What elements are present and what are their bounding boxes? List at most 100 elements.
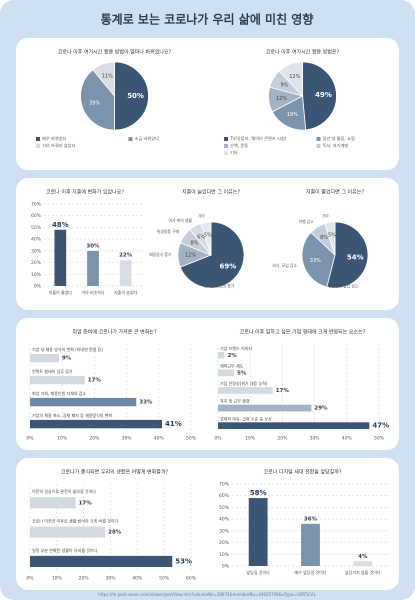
pie-slice xyxy=(92,61,115,98)
y-tick-label: 50% xyxy=(219,505,230,511)
source-url: https://m.post.naver.com/viewer/postView… xyxy=(98,592,317,597)
chart-title: 코로나 디지털 세대 전환을 앞당길까? xyxy=(263,469,341,476)
y-tick-label: 70% xyxy=(31,202,42,208)
bar xyxy=(30,397,137,407)
x-tick-label: 50% xyxy=(159,576,170,582)
bar-category-label: 기업의 채용 축소, 공채 폐지 등 채용방식의 변화 xyxy=(32,412,112,418)
bar-value-label: 4% xyxy=(358,554,368,560)
y-tick-label: 60% xyxy=(219,493,230,499)
x-tick-label: 거의 비슷하다 xyxy=(81,289,105,295)
bar xyxy=(218,387,273,394)
panel xyxy=(16,458,399,590)
bar-value-label: 17% xyxy=(88,378,102,384)
slice-value-label: 49% xyxy=(315,91,332,99)
bar xyxy=(218,351,225,359)
legend-swatch xyxy=(316,144,321,148)
x-tick-label: 0% xyxy=(26,436,34,442)
x-tick-label: 지출이 줄었다 xyxy=(49,289,73,295)
bar-value-label: 28% xyxy=(108,530,122,536)
y-tick-label: 30% xyxy=(219,528,230,534)
y-tick-label: 10% xyxy=(219,552,230,558)
panel xyxy=(16,318,399,450)
panel xyxy=(16,38,399,170)
slice-category-label: 여행 감소 xyxy=(299,219,315,224)
bar-value-label: 29% xyxy=(314,406,328,412)
pie-slice xyxy=(278,61,303,98)
bar-category-label: 복지 및 근무 환경 xyxy=(220,398,250,404)
slice-category-label: 기타 xyxy=(322,214,329,219)
chart-title: 코로나 이후 여가시간 활용 방법이 얼마나 바뀌었나요? xyxy=(58,49,172,56)
bar-value-label: 5% xyxy=(237,370,247,376)
x-tick-label: 10% xyxy=(57,436,68,442)
bar xyxy=(30,375,85,385)
legend-label: 기타 xyxy=(230,149,238,156)
bar-category-label: 언택트 형태의 업무 증가 xyxy=(32,368,73,374)
bar xyxy=(87,250,99,286)
legend-swatch xyxy=(36,137,40,141)
chart-title: 취업 준비에 코로나가 가져온 큰 변화는? xyxy=(72,329,157,336)
slice-value-label: 5% xyxy=(204,232,212,238)
slice-category-label: 기타 xyxy=(198,214,205,219)
y-tick-label: 70% xyxy=(219,482,230,488)
y-tick-label: 20% xyxy=(31,260,42,266)
slice-value-label: 5% xyxy=(328,232,336,238)
x-tick-label: 10% xyxy=(245,436,256,442)
bar xyxy=(30,497,76,509)
x-tick-label: 20% xyxy=(89,436,100,442)
bar-value-label: 9% xyxy=(62,356,72,362)
x-tick-label: 0% xyxy=(26,576,34,582)
x-tick-label: 40% xyxy=(132,576,143,582)
bar xyxy=(301,523,320,566)
bar-value-label: 33% xyxy=(139,400,153,406)
bar-category-label: 재택근무 제도 xyxy=(220,363,244,369)
bar-value-label: 47% xyxy=(372,422,389,430)
x-tick-label: 10% xyxy=(52,576,63,582)
bar-value-label: 17% xyxy=(79,500,93,506)
pie-slice xyxy=(302,61,337,131)
slice-value-label: 6% xyxy=(197,235,205,241)
x-tick-label: 매우 앞당길 것이다 xyxy=(295,569,327,575)
bar xyxy=(119,260,132,286)
slice-category-label: 배달음식 증가 xyxy=(149,252,172,257)
bar-value-label: 53% xyxy=(175,557,192,565)
pie-slice xyxy=(271,95,307,131)
slice-category-label: 유흥장소 출입 감소 xyxy=(328,283,359,288)
y-tick-label: 30% xyxy=(31,248,42,254)
pie-slice xyxy=(326,221,369,289)
slice-value-label: 69% xyxy=(220,263,237,271)
slice-value-label: 54% xyxy=(347,254,364,262)
x-tick-label: 50% xyxy=(374,436,385,442)
y-tick-label: 10% xyxy=(31,272,42,278)
pie-slice xyxy=(80,69,115,131)
legend-swatch xyxy=(128,137,133,141)
x-tick-label: 30% xyxy=(310,436,321,442)
slice-value-label: 11% xyxy=(102,74,113,80)
y-tick-label: 20% xyxy=(219,540,230,546)
legend-label: TV(유튜브, 웨어브 콘텐츠 시청) xyxy=(229,135,287,142)
legend-swatch xyxy=(224,151,228,155)
chart-title: 코로나 이후 지출에 변화가 있었나요? xyxy=(46,189,124,196)
x-tick-label: 60% xyxy=(186,576,197,582)
bar-value-label: 36% xyxy=(304,516,318,522)
legend-label: 산책, 운동 xyxy=(230,142,248,149)
x-tick-label: 30% xyxy=(105,576,116,582)
legend-swatch xyxy=(36,144,40,148)
x-tick-label: 지출이 늘었다 xyxy=(114,289,138,295)
chart-title: 코로나 이후 여가시간 활용 방법은? xyxy=(266,49,340,56)
bar xyxy=(30,526,106,538)
bar-category-label: 경제적 여유, 급여 수준 등 보상 xyxy=(220,415,272,421)
bar xyxy=(54,229,67,286)
legend-swatch xyxy=(316,137,321,141)
x-tick-label: 40% xyxy=(342,436,353,442)
bar xyxy=(30,419,163,429)
bar xyxy=(218,369,235,377)
legend-label: 매우 바뀌었다 xyxy=(42,135,67,142)
slice-category-label: 위생용품 구매 xyxy=(157,229,180,234)
chart-title: 지출이 늘었다면 그 이유는? xyxy=(182,189,240,196)
x-tick-label: 30% xyxy=(122,436,133,442)
bar-value-label: 58% xyxy=(250,489,267,497)
legend-label: 조금 바뀌었다 xyxy=(135,135,160,142)
slice-value-label: 9% xyxy=(280,83,288,89)
bar-value-label: 48% xyxy=(52,221,69,229)
bar-value-label: 30% xyxy=(86,243,100,249)
